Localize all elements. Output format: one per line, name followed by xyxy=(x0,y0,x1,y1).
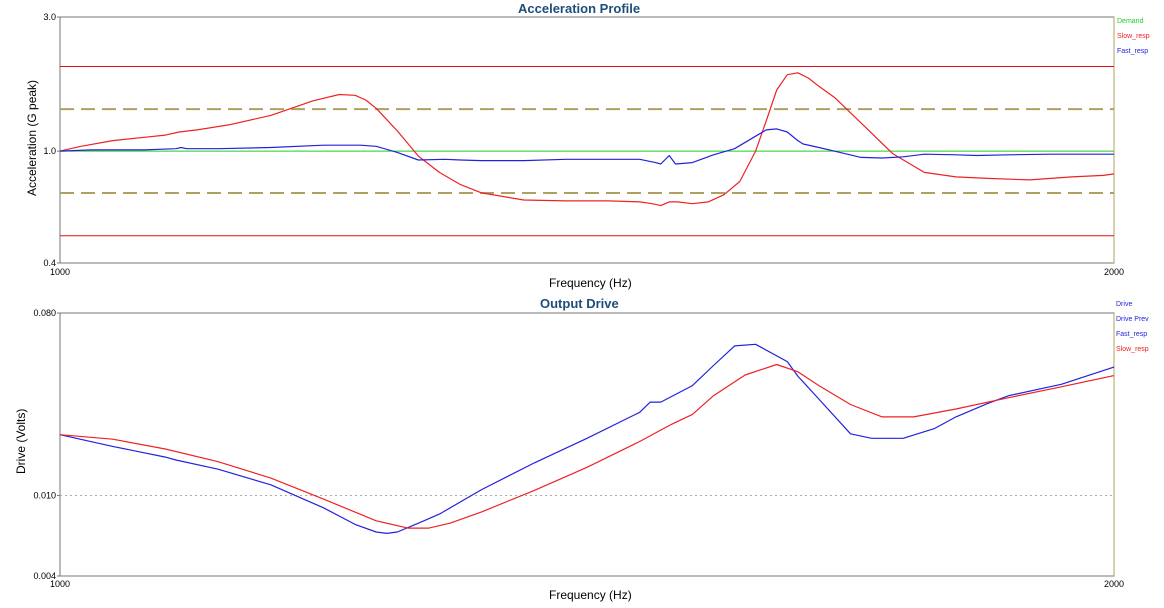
series-lines xyxy=(59,343,1115,535)
plot-area-top xyxy=(59,16,1115,264)
series-line-slow-resp xyxy=(59,72,1115,207)
legend-demand: Demand xyxy=(1117,18,1144,25)
x-tick-label: 1000 xyxy=(50,579,70,589)
y-tick-label: 0.080 xyxy=(33,308,56,318)
legend-slow-resp: Slow_resp xyxy=(1117,33,1150,40)
series-lines xyxy=(59,72,1115,207)
legend-fast-resp: Fast_resp xyxy=(1116,331,1148,338)
plot-area-bottom xyxy=(59,312,1115,577)
y-axis-label: Acceleration (G peak) xyxy=(25,79,39,196)
legend-drive-prev: Drive Prev xyxy=(1116,316,1149,323)
chart-title: Output Drive xyxy=(540,296,619,311)
legend-slow-resp: Slow_resp xyxy=(1116,346,1149,353)
x-tick-label: 1000 xyxy=(50,267,70,277)
x-tick-label: 2000 xyxy=(1104,579,1124,589)
y-tick-label: 0.004 xyxy=(33,571,56,581)
x-axis-label: Frequency (Hz) xyxy=(549,276,632,290)
x-axis-label: Frequency (Hz) xyxy=(549,588,632,602)
y-tick-label: 3.0 xyxy=(43,12,56,22)
series-line-fast-resp xyxy=(59,128,1114,165)
y-axis-label: Drive (Volts) xyxy=(14,408,28,474)
legend-fast-resp: Fast_resp xyxy=(1117,48,1149,55)
chart-title: Acceleration Profile xyxy=(518,1,641,16)
y-tick-label: 0.010 xyxy=(33,491,56,501)
acceleration-profile-chart xyxy=(59,16,1115,264)
legend-drive: Drive xyxy=(1116,301,1133,308)
y-tick-label: 0.4 xyxy=(43,258,56,268)
y-tick-label: 1.0 xyxy=(43,146,56,156)
x-tick-label: 2000 xyxy=(1104,267,1124,277)
reference-lines xyxy=(60,66,1114,237)
output-drive-chart xyxy=(59,312,1115,577)
series-line-slow-resp xyxy=(59,363,1115,529)
series-line-drive xyxy=(59,343,1115,535)
